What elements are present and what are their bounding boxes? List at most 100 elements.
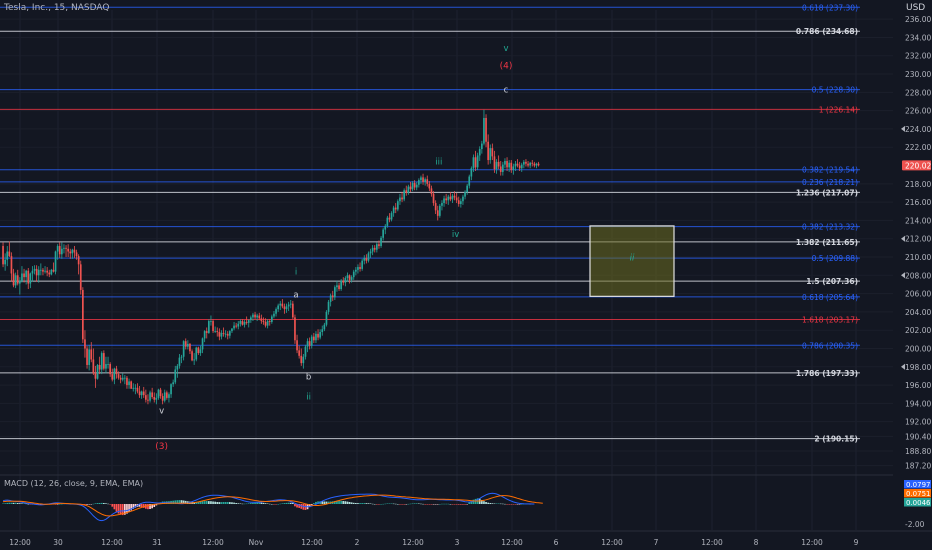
candle[interactable]	[510, 160, 513, 173]
candle[interactable]	[229, 330, 231, 339]
candle[interactable]	[289, 300, 292, 309]
candle[interactable]	[462, 194, 464, 205]
candle[interactable]	[163, 389, 166, 403]
candle[interactable]	[497, 155, 500, 170]
candle[interactable]	[388, 213, 391, 223]
candle[interactable]	[88, 344, 90, 371]
candle[interactable]	[308, 337, 311, 350]
candle[interactable]	[315, 331, 317, 344]
candle[interactable]	[264, 318, 267, 328]
candle[interactable]	[277, 303, 279, 312]
candle[interactable]	[25, 269, 27, 285]
candle[interactable]	[134, 384, 137, 395]
candle[interactable]	[405, 185, 408, 196]
candle[interactable]	[44, 266, 46, 274]
candle[interactable]	[50, 268, 53, 276]
candle[interactable]	[525, 159, 527, 167]
candle[interactable]	[31, 266, 34, 282]
candle[interactable]	[344, 276, 347, 287]
candle[interactable]	[394, 203, 397, 214]
candle[interactable]	[537, 161, 540, 167]
candle[interactable]	[453, 191, 456, 201]
candle[interactable]	[352, 269, 355, 280]
candle[interactable]	[457, 196, 460, 207]
candle[interactable]	[455, 192, 458, 204]
candle[interactable]	[487, 134, 489, 165]
candle[interactable]	[373, 245, 376, 253]
candle[interactable]	[12, 268, 15, 288]
candle[interactable]	[460, 198, 462, 208]
candle[interactable]	[119, 375, 122, 384]
candle[interactable]	[174, 365, 177, 385]
candle[interactable]	[126, 375, 128, 389]
candle[interactable]	[157, 388, 160, 400]
candle[interactable]	[302, 353, 305, 369]
candle[interactable]	[231, 328, 233, 333]
candle[interactable]	[27, 267, 30, 290]
candle[interactable]	[392, 205, 395, 217]
candle[interactable]	[483, 109, 485, 146]
candle[interactable]	[184, 338, 187, 350]
candle[interactable]	[323, 322, 326, 332]
candle[interactable]	[518, 161, 521, 172]
candle[interactable]	[214, 326, 216, 333]
candle[interactable]	[128, 378, 130, 389]
candle[interactable]	[201, 337, 204, 354]
candle[interactable]	[319, 329, 321, 340]
candle[interactable]	[197, 346, 200, 355]
candle[interactable]	[71, 248, 74, 259]
candle[interactable]	[386, 215, 389, 228]
candle[interactable]	[273, 310, 275, 319]
candle[interactable]	[107, 356, 109, 369]
candle[interactable]	[514, 160, 517, 172]
candle[interactable]	[504, 158, 506, 169]
candle[interactable]	[113, 367, 116, 385]
candle[interactable]	[69, 248, 72, 259]
candle[interactable]	[147, 394, 149, 405]
candle[interactable]	[298, 345, 300, 359]
candle[interactable]	[523, 160, 525, 169]
candle[interactable]	[94, 365, 97, 388]
candle[interactable]	[195, 346, 198, 362]
candle[interactable]	[283, 303, 286, 314]
candle[interactable]	[378, 240, 380, 249]
candle[interactable]	[468, 174, 471, 189]
candle[interactable]	[40, 263, 42, 276]
candle[interactable]	[130, 380, 132, 389]
candle[interactable]	[142, 386, 145, 398]
candle[interactable]	[222, 327, 225, 337]
candle[interactable]	[42, 267, 44, 276]
candle[interactable]	[105, 356, 107, 374]
candle[interactable]	[310, 334, 313, 349]
candle[interactable]	[363, 255, 366, 265]
candle[interactable]	[317, 329, 319, 341]
candle[interactable]	[132, 383, 135, 392]
candle[interactable]	[6, 246, 9, 267]
candle[interactable]	[443, 195, 445, 207]
candle[interactable]	[182, 340, 185, 361]
candle[interactable]	[420, 175, 422, 184]
candle[interactable]	[300, 348, 303, 366]
candle[interactable]	[382, 227, 384, 241]
candle[interactable]	[224, 330, 227, 338]
candle[interactable]	[46, 267, 48, 277]
candle[interactable]	[493, 150, 496, 173]
candle[interactable]	[436, 205, 439, 221]
candle[interactable]	[502, 161, 504, 176]
candle[interactable]	[84, 330, 86, 358]
candle[interactable]	[476, 152, 479, 171]
candle[interactable]	[16, 269, 19, 286]
candle[interactable]	[403, 188, 405, 202]
candle[interactable]	[434, 200, 437, 215]
candle[interactable]	[506, 157, 508, 172]
candle[interactable]	[413, 180, 416, 191]
candle[interactable]	[367, 251, 370, 263]
candle[interactable]	[189, 343, 191, 354]
candle[interactable]	[155, 393, 158, 405]
candle[interactable]	[37, 266, 40, 283]
candle[interactable]	[63, 244, 65, 254]
candle[interactable]	[338, 282, 340, 291]
candle[interactable]	[294, 314, 296, 344]
candle[interactable]	[271, 314, 273, 324]
candle[interactable]	[327, 300, 330, 315]
